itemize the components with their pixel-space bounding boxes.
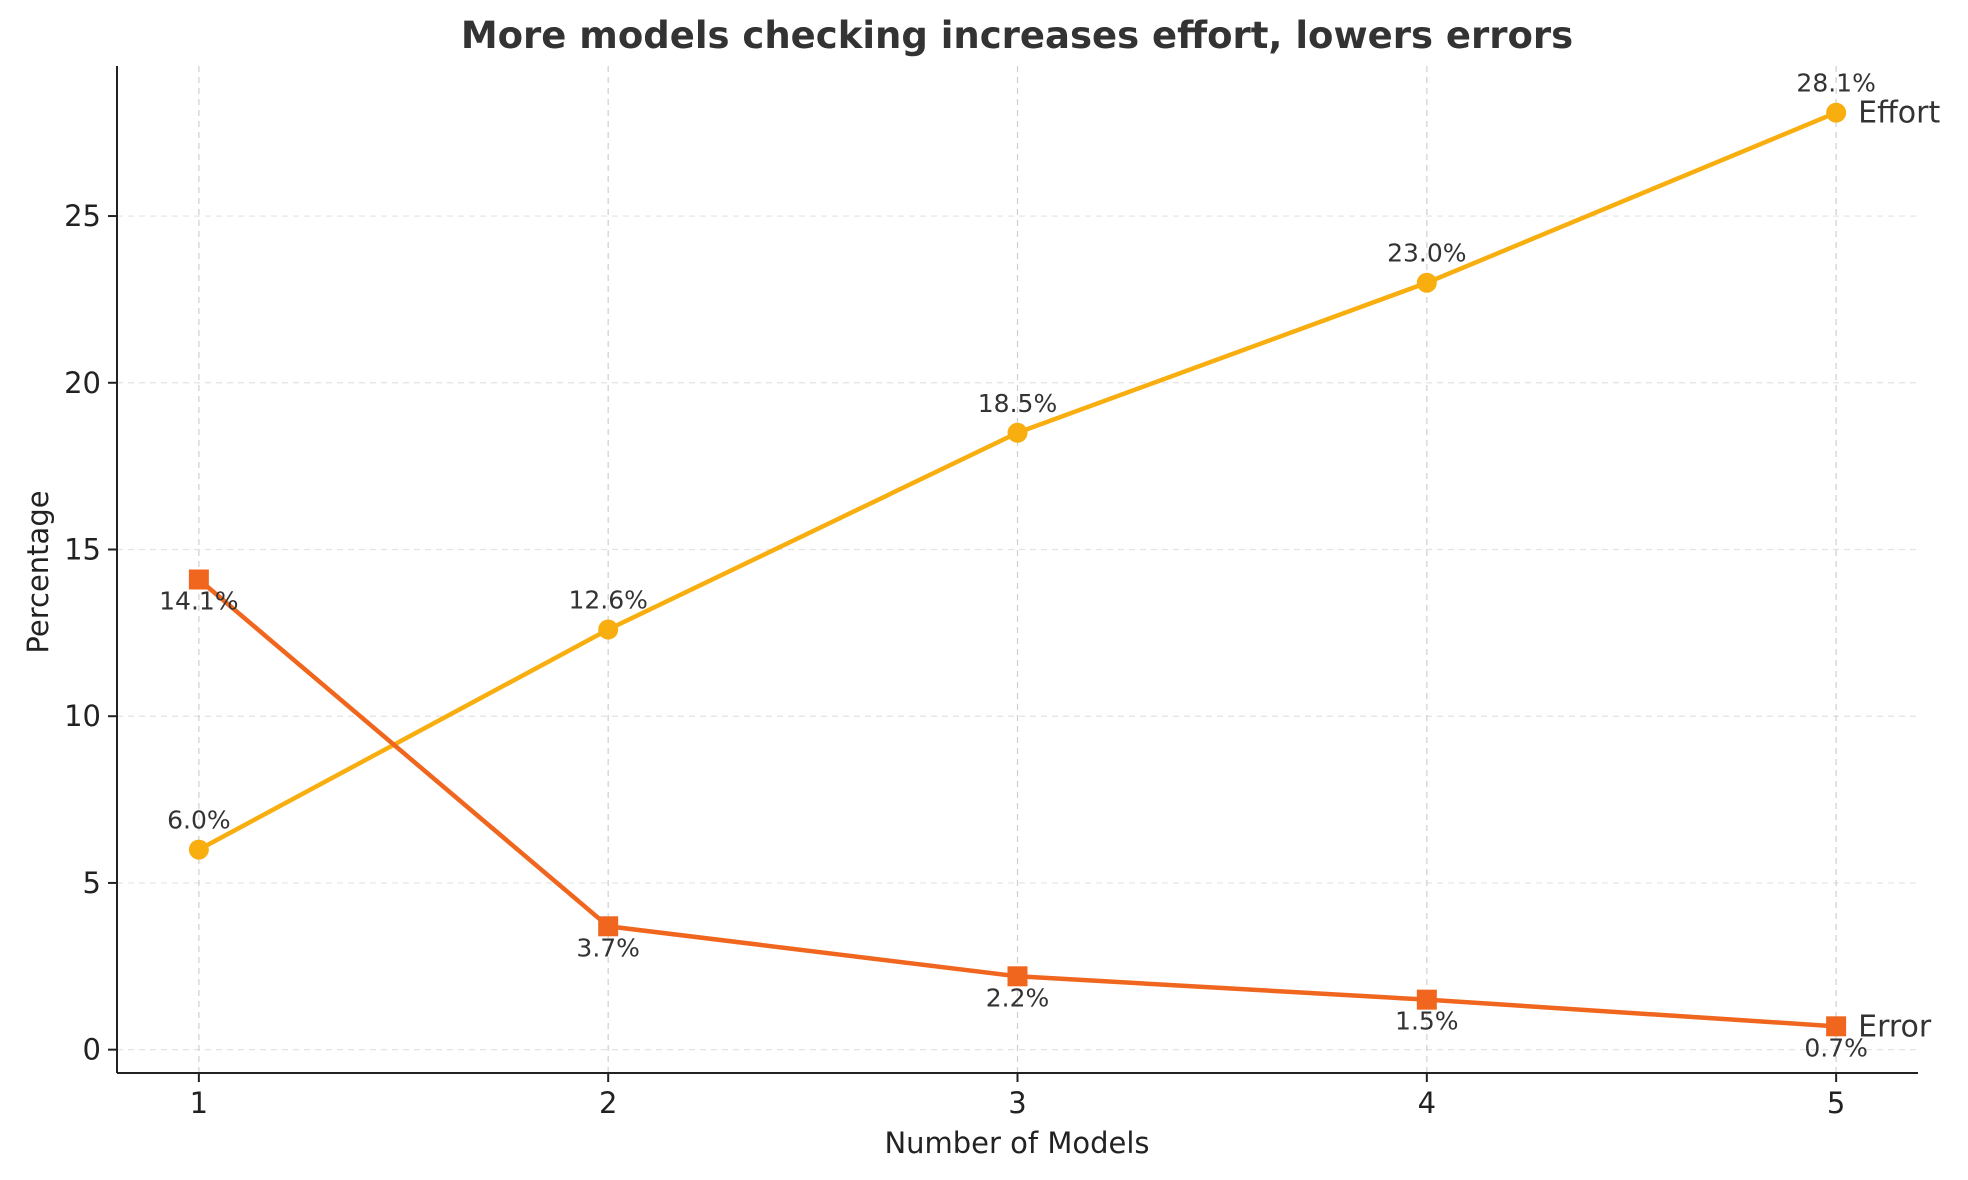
effort-series-label: Effort: [1858, 96, 1940, 131]
x-tick-label: 1: [190, 1086, 208, 1120]
x-axis-title: Number of Models: [884, 1126, 1149, 1160]
effort-data-label: 28.1%: [1796, 69, 1875, 98]
y-tick-label: 15: [64, 532, 101, 566]
effort-series: 6.0% 12.6% 18.5% 23.0% 28.1%Effort: [167, 69, 1940, 860]
effort-data-label: 18.5%: [978, 389, 1057, 418]
error-series-label: Error: [1858, 1009, 1932, 1044]
chart-title: More models checking increases effort, l…: [461, 14, 1573, 57]
effort-point: [1826, 102, 1847, 123]
x-tick-label: 4: [1418, 1086, 1436, 1120]
tick-labels: 0 5 10 15 20 25 1 2 3 4 5: [64, 199, 1845, 1120]
y-tick-label: 10: [64, 699, 101, 733]
error-data-label: 1.5%: [1395, 1007, 1459, 1036]
y-tick-label: 5: [83, 866, 101, 900]
effort-point: [598, 619, 619, 640]
y-tick-label: 20: [64, 366, 101, 400]
error-point: [1007, 966, 1028, 987]
error-series: 14.1% 3.7% 2.2% 1.5% 0.7%Error: [159, 569, 1932, 1062]
effort-point: [1007, 422, 1028, 443]
error-point: [1826, 1016, 1847, 1037]
effort-data-label: 23.0%: [1387, 239, 1466, 268]
effort-point: [188, 839, 209, 860]
error-data-label: 0.7%: [1804, 1033, 1868, 1062]
error-point: [188, 569, 209, 590]
axes: [116, 66, 1918, 1074]
x-tick-label: 2: [599, 1086, 617, 1120]
series: 6.0% 12.6% 18.5% 23.0% 28.1%Effort 14.1% 3.7% 2…: [159, 69, 1940, 1063]
error-data-label: 3.7%: [576, 933, 640, 962]
x-tick-label: 5: [1827, 1086, 1845, 1120]
effort-data-label: 12.6%: [568, 586, 647, 615]
error-data-label: 14.1%: [159, 587, 238, 616]
y-tick-label: 25: [64, 199, 101, 233]
y-tick-label: 0: [83, 1033, 101, 1067]
effort-data-label: 6.0%: [167, 806, 231, 835]
error-data-label: 2.2%: [986, 983, 1050, 1012]
error-point: [598, 916, 619, 937]
grid: [117, 66, 1918, 1073]
effort-point: [1416, 272, 1437, 293]
x-tick-label: 3: [1008, 1086, 1026, 1120]
y-axis-title: Percentage: [21, 490, 55, 653]
error-point: [1416, 989, 1437, 1010]
